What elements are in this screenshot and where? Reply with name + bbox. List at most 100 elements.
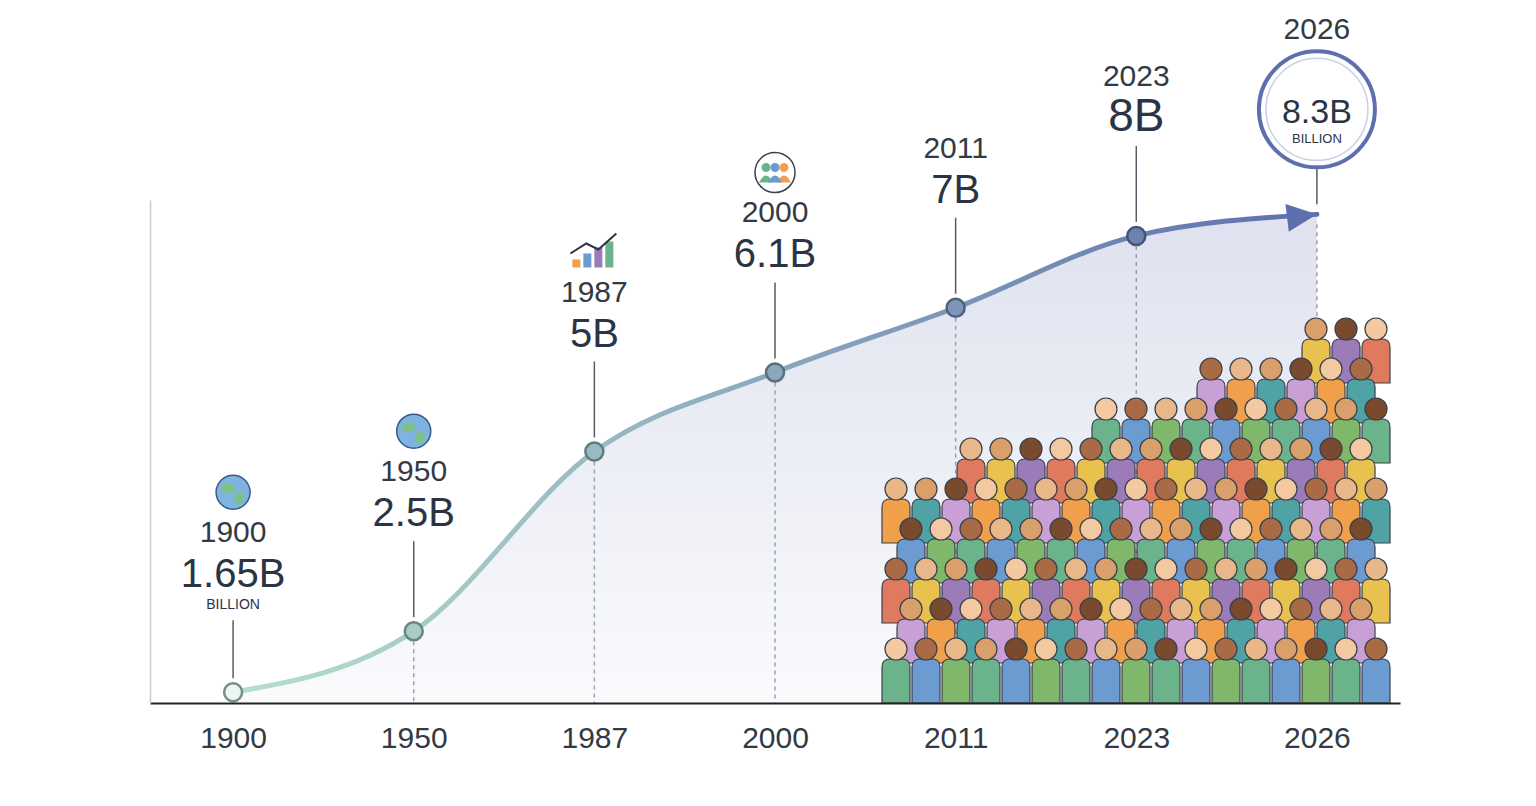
x-tick: 2000 bbox=[742, 703, 809, 754]
value-label: 5B bbox=[570, 311, 619, 355]
person-icon bbox=[912, 638, 940, 703]
person-head bbox=[1365, 558, 1387, 580]
person-head bbox=[1305, 318, 1327, 340]
person-head bbox=[1260, 358, 1282, 380]
person-head bbox=[1365, 638, 1387, 660]
person-head bbox=[1350, 438, 1372, 460]
leader-line bbox=[1316, 167, 1318, 204]
value-label: 1.65B bbox=[181, 551, 286, 595]
person-head bbox=[1350, 518, 1372, 540]
y-axis bbox=[150, 201, 151, 704]
value-label: 2.5B bbox=[373, 490, 455, 534]
grid-line bbox=[594, 462, 596, 704]
person-head bbox=[1260, 598, 1282, 620]
marker bbox=[947, 299, 965, 317]
person-head bbox=[1290, 438, 1312, 460]
area bbox=[233, 214, 1317, 703]
person-head bbox=[1305, 638, 1327, 660]
person-icon bbox=[1302, 638, 1330, 703]
year-label: 2000 bbox=[742, 195, 809, 228]
icons bbox=[216, 72, 1333, 509]
x-tick-label: 1987 bbox=[561, 721, 628, 754]
person-head bbox=[1125, 638, 1147, 660]
person-head bbox=[900, 518, 922, 540]
year-label: 1950 bbox=[380, 454, 447, 487]
person-body bbox=[1002, 659, 1030, 703]
x-axis: 1900195019872000201120232026 bbox=[151, 703, 1401, 754]
person-head bbox=[1005, 638, 1027, 660]
year-label: 1900 bbox=[200, 515, 267, 548]
land bbox=[402, 422, 416, 432]
person-icon bbox=[1182, 638, 1210, 703]
person-head bbox=[1095, 638, 1117, 660]
crowd bbox=[882, 318, 1390, 703]
person-head bbox=[1230, 358, 1252, 380]
person-head bbox=[1110, 518, 1132, 540]
person-head bbox=[1170, 518, 1192, 540]
marker bbox=[585, 443, 603, 461]
value-label: 6.1B bbox=[734, 231, 816, 275]
year-label: 2023 bbox=[1103, 59, 1170, 92]
person-icon bbox=[1002, 638, 1030, 703]
person-head bbox=[1215, 638, 1237, 660]
person-icon bbox=[1032, 638, 1060, 703]
chart: 190019501987200020112023202619001.65BBIL… bbox=[0, 0, 1536, 806]
person-head bbox=[1155, 398, 1177, 420]
grid-line bbox=[774, 382, 776, 703]
person-body bbox=[1302, 659, 1330, 703]
unit-label: BILLION bbox=[1292, 131, 1342, 146]
x-tick-label: 1950 bbox=[381, 721, 448, 754]
person-head bbox=[1305, 558, 1327, 580]
icon-bar bbox=[572, 260, 580, 268]
person-head bbox=[1095, 478, 1117, 500]
line bbox=[233, 214, 1317, 692]
icon-bar bbox=[583, 254, 591, 268]
x-tick-label: 1900 bbox=[200, 721, 267, 754]
x-tick-label: 2011 bbox=[924, 721, 989, 754]
labels: 19001.65B BILLION 19502.5B 19875B 20006.1B 20… bbox=[181, 12, 1375, 678]
person-head bbox=[1005, 558, 1027, 580]
land bbox=[415, 431, 425, 443]
person-head bbox=[1140, 518, 1162, 540]
icon-bar bbox=[605, 242, 613, 268]
marker bbox=[1127, 227, 1145, 245]
person-head bbox=[1170, 598, 1192, 620]
person-icon bbox=[1092, 638, 1120, 703]
person-body bbox=[882, 659, 910, 703]
person-head bbox=[1020, 438, 1042, 460]
year-label: 1987 bbox=[561, 275, 628, 308]
person-head bbox=[885, 638, 907, 660]
person-head bbox=[990, 518, 1012, 540]
person-head bbox=[975, 478, 997, 500]
x-tick: 1900 bbox=[200, 703, 267, 754]
person-icon bbox=[1152, 638, 1180, 703]
person-head bbox=[1335, 638, 1357, 660]
icon-ring bbox=[755, 152, 795, 192]
person-head bbox=[1275, 398, 1297, 420]
leader-line bbox=[774, 282, 776, 358]
icon-head bbox=[762, 163, 771, 172]
person-head bbox=[1275, 558, 1297, 580]
person-head bbox=[1095, 558, 1117, 580]
person-head bbox=[1230, 438, 1252, 460]
person-head bbox=[975, 558, 997, 580]
year-label: 2026 bbox=[1284, 12, 1351, 45]
person-head bbox=[1200, 518, 1222, 540]
person-icon bbox=[972, 638, 1000, 703]
person-head bbox=[1155, 638, 1177, 660]
person-head bbox=[1125, 398, 1147, 420]
person-head bbox=[1200, 438, 1222, 460]
person-body bbox=[1092, 659, 1120, 703]
people-icon bbox=[755, 152, 795, 192]
plot-front bbox=[224, 204, 1317, 701]
value-label: 7B bbox=[931, 167, 980, 211]
person-icon bbox=[1212, 638, 1240, 703]
land bbox=[234, 492, 244, 504]
person-head bbox=[1065, 558, 1087, 580]
leader-line bbox=[1136, 146, 1138, 222]
person-head bbox=[1350, 358, 1372, 380]
x-tick-label: 2000 bbox=[742, 721, 809, 754]
person-head bbox=[1320, 358, 1342, 380]
person-head bbox=[945, 638, 967, 660]
person-head bbox=[960, 518, 982, 540]
